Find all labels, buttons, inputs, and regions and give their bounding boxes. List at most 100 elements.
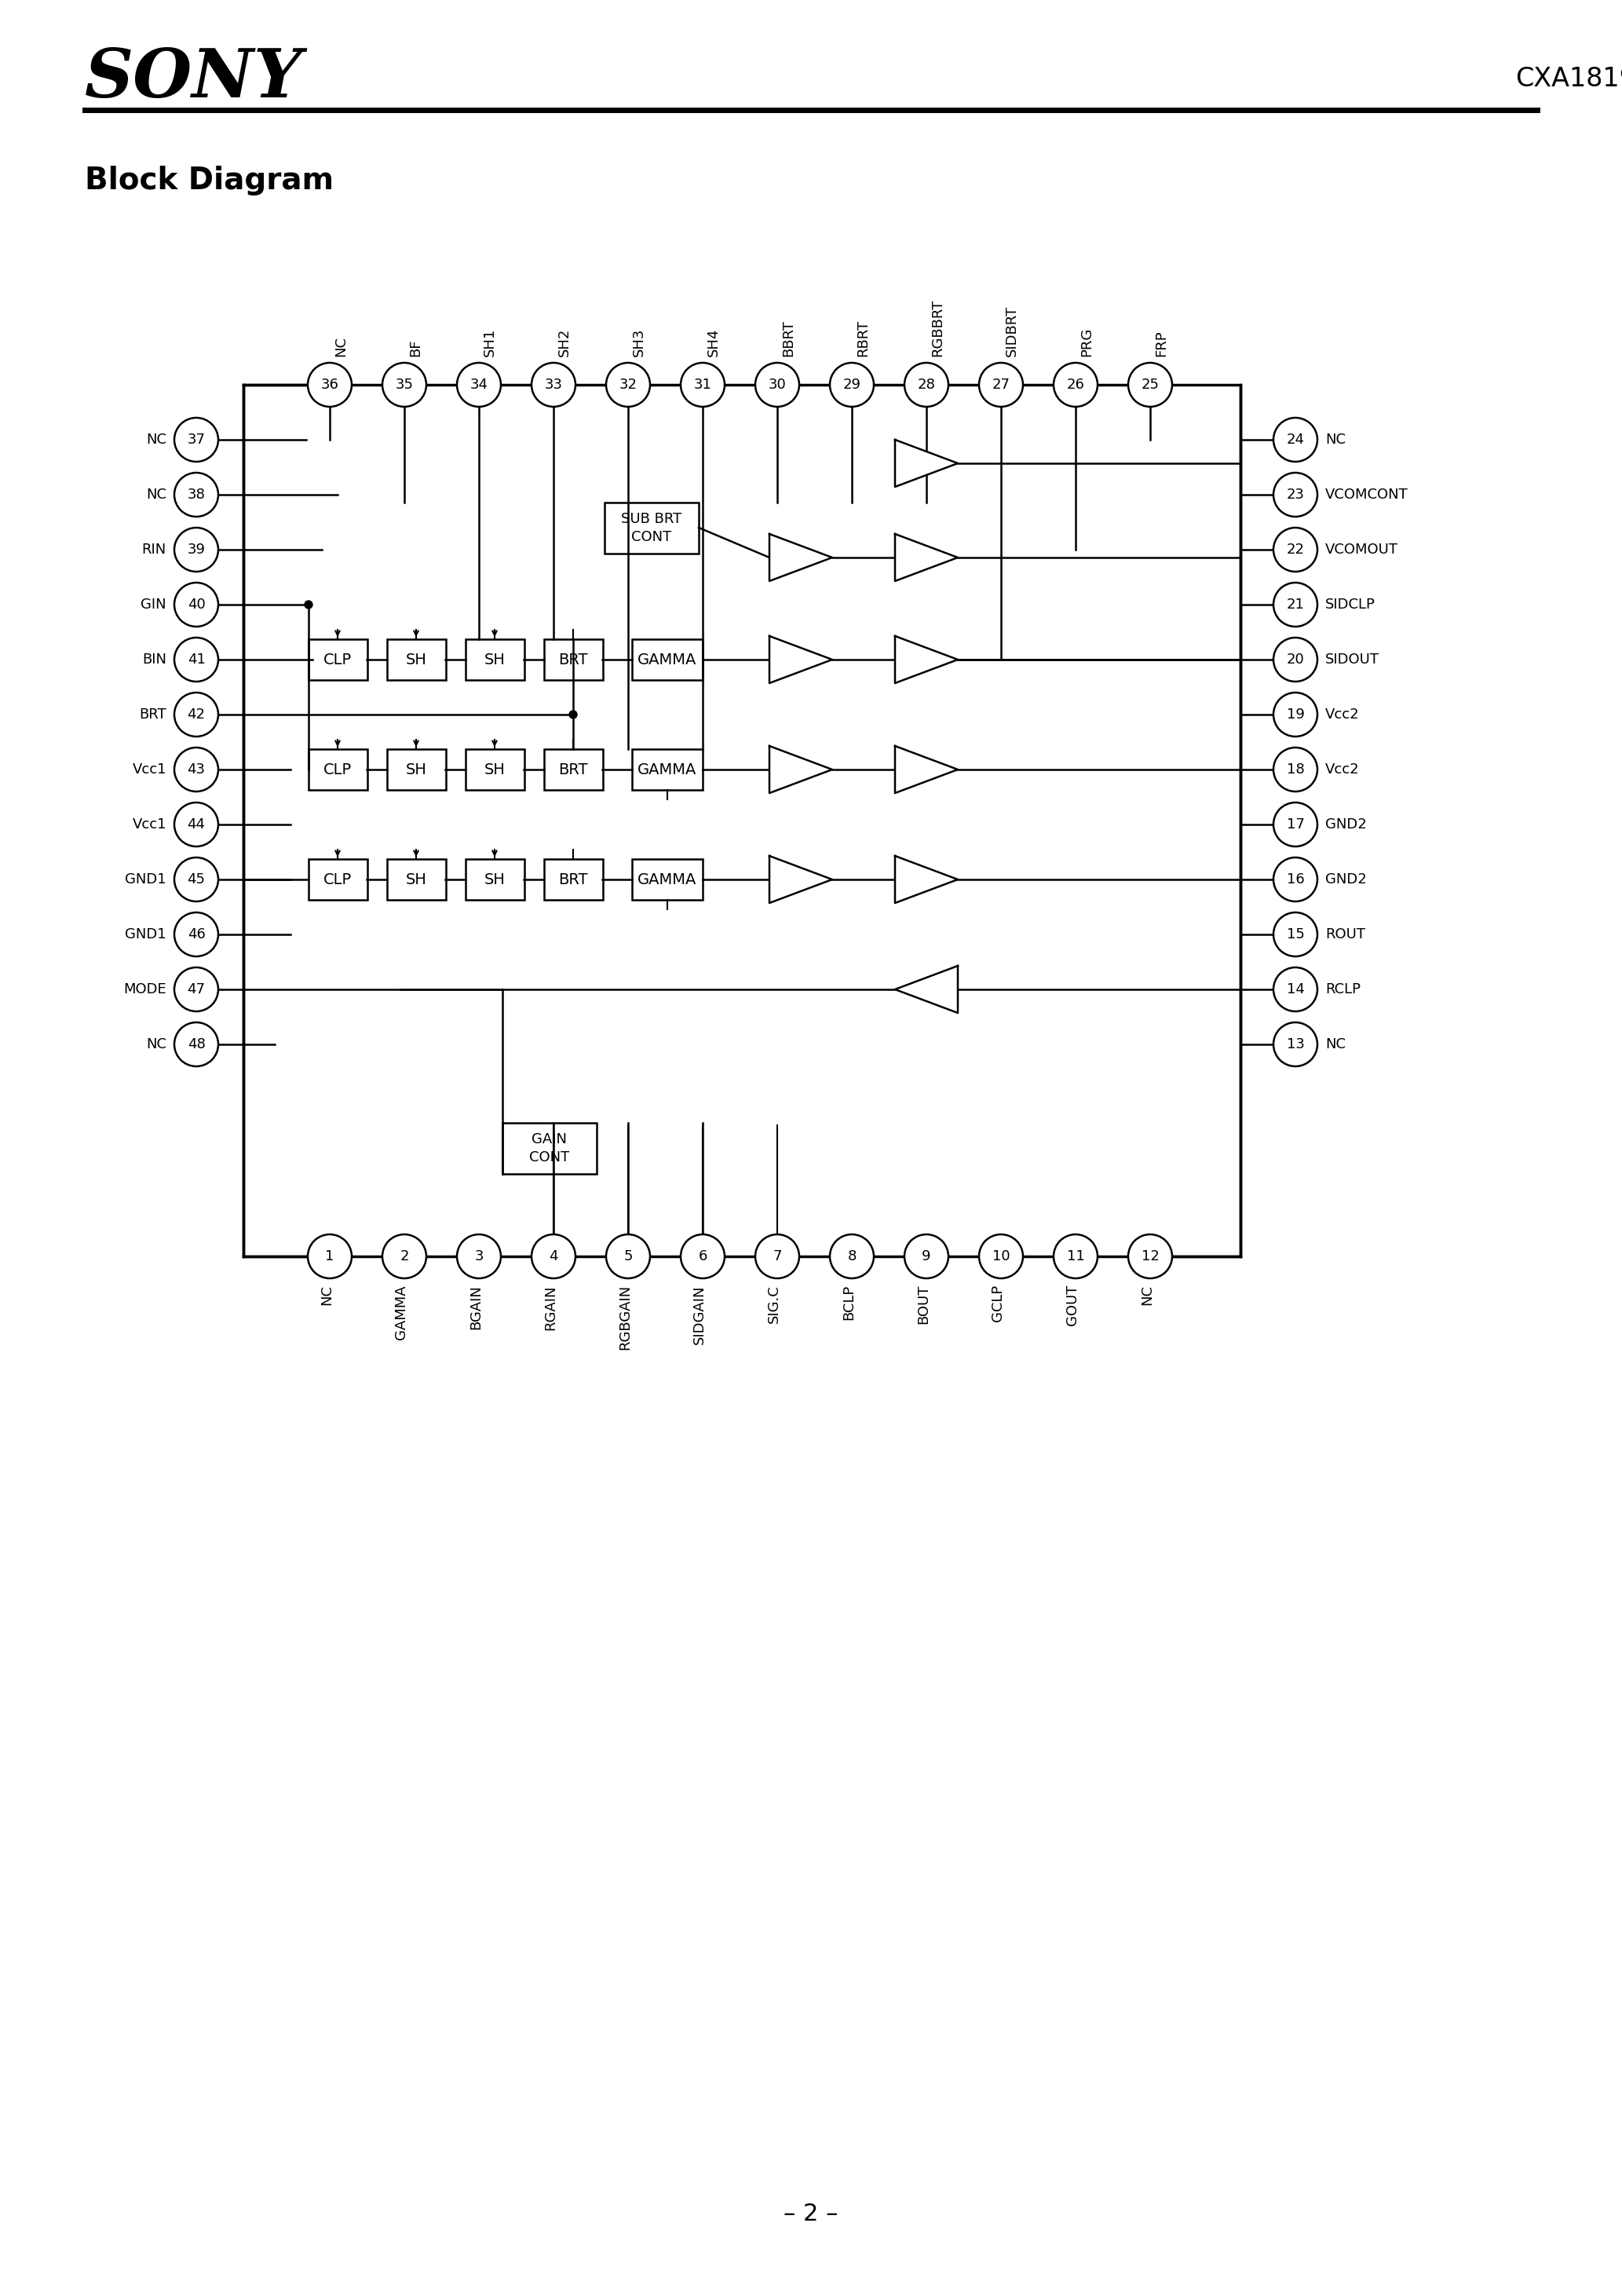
Text: SONY: SONY bbox=[84, 46, 303, 110]
Circle shape bbox=[980, 1235, 1023, 1279]
Text: 17: 17 bbox=[1286, 817, 1304, 831]
Circle shape bbox=[174, 1022, 219, 1065]
Text: NC: NC bbox=[146, 487, 167, 503]
Text: BRT: BRT bbox=[139, 707, 167, 721]
Circle shape bbox=[174, 693, 219, 737]
Text: BRT: BRT bbox=[558, 762, 587, 776]
Text: SH1: SH1 bbox=[483, 328, 496, 356]
Text: GND2: GND2 bbox=[1325, 817, 1367, 831]
Polygon shape bbox=[769, 746, 832, 792]
Bar bbox=[308, 859, 367, 900]
Text: 4: 4 bbox=[548, 1249, 558, 1263]
Text: 47: 47 bbox=[187, 983, 206, 996]
Circle shape bbox=[174, 583, 219, 627]
Text: 39: 39 bbox=[187, 542, 206, 556]
Circle shape bbox=[1273, 418, 1317, 461]
Text: 32: 32 bbox=[620, 379, 637, 393]
Text: GAMMA: GAMMA bbox=[637, 872, 697, 886]
Text: RGBBRT: RGBBRT bbox=[931, 298, 944, 356]
Text: BRT: BRT bbox=[558, 652, 587, 668]
Text: NC: NC bbox=[1325, 432, 1346, 448]
Text: CLP: CLP bbox=[323, 762, 352, 776]
Text: 6: 6 bbox=[697, 1249, 707, 1263]
Text: 14: 14 bbox=[1286, 983, 1304, 996]
Bar bbox=[308, 748, 367, 790]
Text: 33: 33 bbox=[545, 379, 563, 393]
Text: Block Diagram: Block Diagram bbox=[84, 165, 334, 195]
Polygon shape bbox=[895, 746, 959, 792]
Bar bbox=[503, 1123, 597, 1173]
Text: VCOMOUT: VCOMOUT bbox=[1325, 542, 1398, 556]
Text: GND1: GND1 bbox=[125, 928, 167, 941]
Text: 9: 9 bbox=[921, 1249, 931, 1263]
Text: 3: 3 bbox=[474, 1249, 483, 1263]
Bar bbox=[466, 748, 524, 790]
Text: 25: 25 bbox=[1142, 379, 1160, 393]
Circle shape bbox=[308, 363, 352, 406]
Text: NC: NC bbox=[146, 432, 167, 448]
Text: GOUT: GOUT bbox=[1066, 1286, 1080, 1325]
Circle shape bbox=[174, 748, 219, 792]
Circle shape bbox=[1129, 363, 1173, 406]
Circle shape bbox=[174, 967, 219, 1010]
Circle shape bbox=[457, 363, 501, 406]
Text: 12: 12 bbox=[1142, 1249, 1160, 1263]
Text: RIN: RIN bbox=[141, 542, 167, 556]
Text: 43: 43 bbox=[187, 762, 206, 776]
Text: NC: NC bbox=[320, 1286, 334, 1304]
Text: 26: 26 bbox=[1067, 379, 1085, 393]
Text: CXA1819Q: CXA1819Q bbox=[1515, 67, 1622, 92]
Text: 16: 16 bbox=[1286, 872, 1304, 886]
Circle shape bbox=[1129, 1235, 1173, 1279]
Text: 35: 35 bbox=[396, 379, 414, 393]
Circle shape bbox=[1273, 912, 1317, 957]
Polygon shape bbox=[895, 856, 959, 902]
Circle shape bbox=[1273, 967, 1317, 1010]
Polygon shape bbox=[769, 636, 832, 684]
Text: NC: NC bbox=[1140, 1286, 1155, 1304]
Bar bbox=[243, 386, 1241, 1256]
Bar bbox=[466, 638, 524, 680]
Polygon shape bbox=[895, 535, 959, 581]
Text: 20: 20 bbox=[1286, 652, 1304, 666]
Text: SH4: SH4 bbox=[707, 328, 720, 356]
Circle shape bbox=[1273, 583, 1317, 627]
Text: BF: BF bbox=[409, 340, 422, 356]
Text: GND2: GND2 bbox=[1325, 872, 1367, 886]
Circle shape bbox=[305, 602, 313, 608]
Circle shape bbox=[905, 363, 949, 406]
Text: 48: 48 bbox=[187, 1038, 206, 1052]
Text: SH: SH bbox=[406, 762, 427, 776]
Text: BCLP: BCLP bbox=[842, 1286, 856, 1320]
Text: 40: 40 bbox=[188, 597, 206, 611]
Text: 7: 7 bbox=[772, 1249, 782, 1263]
Text: 11: 11 bbox=[1067, 1249, 1085, 1263]
Polygon shape bbox=[895, 967, 959, 1013]
Text: GAMMA: GAMMA bbox=[637, 652, 697, 668]
Text: BBRT: BBRT bbox=[782, 319, 795, 356]
Circle shape bbox=[174, 473, 219, 517]
Text: NC: NC bbox=[146, 1038, 167, 1052]
Text: RGAIN: RGAIN bbox=[543, 1286, 558, 1329]
Text: CLP: CLP bbox=[323, 652, 352, 668]
Circle shape bbox=[1273, 1022, 1317, 1065]
Text: Vcc2: Vcc2 bbox=[1325, 707, 1359, 721]
Circle shape bbox=[1273, 748, 1317, 792]
Text: SH: SH bbox=[483, 762, 504, 776]
Text: 27: 27 bbox=[993, 379, 1011, 393]
Bar bbox=[386, 748, 446, 790]
Bar bbox=[386, 859, 446, 900]
Circle shape bbox=[174, 804, 219, 847]
Text: SH3: SH3 bbox=[633, 328, 646, 356]
Text: NC: NC bbox=[1325, 1038, 1346, 1052]
Circle shape bbox=[174, 856, 219, 902]
Text: 31: 31 bbox=[694, 379, 712, 393]
Text: SIG.C: SIG.C bbox=[767, 1286, 782, 1322]
Circle shape bbox=[681, 1235, 725, 1279]
Circle shape bbox=[174, 528, 219, 572]
Text: SUB BRT
CONT: SUB BRT CONT bbox=[621, 512, 681, 544]
Text: 8: 8 bbox=[847, 1249, 856, 1263]
Text: SIDBRT: SIDBRT bbox=[1006, 305, 1019, 356]
Circle shape bbox=[532, 1235, 576, 1279]
Circle shape bbox=[1273, 638, 1317, 682]
